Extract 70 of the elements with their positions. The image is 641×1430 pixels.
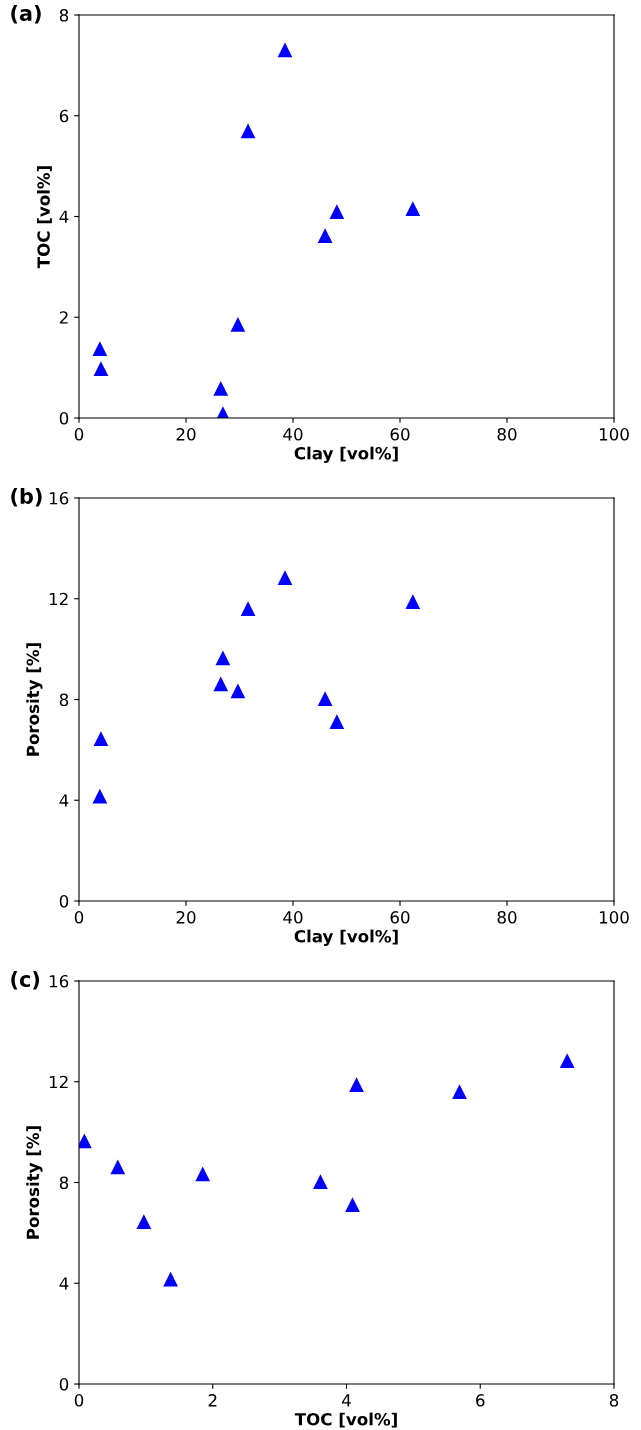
y-tick-label: 16 (49, 974, 69, 988)
point (92, 342, 107, 356)
y-axis-title: Porosity [%] (26, 643, 43, 756)
x-tick-label: 80 (497, 428, 517, 441)
point (405, 595, 420, 609)
y-tick-label: 0 (59, 411, 69, 425)
y-tick-label: 12 (49, 592, 68, 606)
point (213, 677, 228, 692)
x-tick-label: 60 (390, 428, 410, 441)
point (93, 362, 108, 377)
x-tick-label: 0 (74, 1394, 84, 1407)
point (278, 571, 292, 586)
x-tick-label: 40 (283, 428, 303, 441)
y-tick-label: 0 (59, 1377, 69, 1391)
x-tick-label: 6 (476, 1394, 485, 1407)
x-tick-label: 8 (609, 1394, 619, 1407)
point (329, 205, 344, 219)
x-tick-label: 100 (599, 911, 629, 924)
point (241, 124, 256, 139)
point (318, 692, 333, 706)
chart-title: (c) (11, 970, 40, 990)
point (278, 43, 292, 58)
point (329, 715, 344, 730)
point (93, 732, 108, 746)
y-tick-label: 12 (49, 1075, 68, 1089)
x-tick-label: 4 (342, 1394, 351, 1407)
x-tick-label: 20 (176, 911, 196, 924)
point (110, 1160, 125, 1175)
point (405, 201, 420, 216)
x-tick-label: 0 (74, 911, 84, 924)
y-tick-label: 16 (49, 491, 69, 505)
point (136, 1215, 151, 1229)
point (92, 789, 107, 804)
point (345, 1198, 360, 1213)
y-tick-label: 8 (59, 693, 69, 707)
point (163, 1272, 178, 1287)
point (560, 1054, 575, 1069)
x-axis-title: TOC [vol%] (294, 1412, 397, 1428)
y-tick-label: 0 (59, 894, 69, 908)
point (349, 1078, 364, 1092)
chart-title: (b) (11, 487, 42, 507)
x-axis-title: Clay [vol%] (294, 446, 398, 463)
point (230, 317, 245, 332)
point (452, 1085, 467, 1100)
y-tick-label: 4 (59, 794, 69, 807)
chart-title: (a) (11, 4, 41, 24)
point (241, 602, 256, 617)
point (195, 1167, 210, 1182)
point (213, 381, 228, 396)
y-tick-label: 8 (59, 8, 69, 22)
x-tick-label: 40 (283, 911, 303, 924)
point (215, 651, 230, 666)
y-tick-label: 4 (59, 210, 69, 223)
x-tick-label: 100 (599, 428, 629, 441)
x-tick-label: 2 (208, 1394, 217, 1407)
x-tick-label: 20 (176, 428, 196, 441)
y-tick-label: 8 (59, 1176, 69, 1190)
x-tick-label: 60 (390, 911, 410, 924)
point (79, 1134, 92, 1149)
x-tick-label: 80 (497, 911, 517, 924)
y-tick-label: 4 (59, 1277, 69, 1290)
y-tick-label: 6 (59, 109, 69, 123)
y-tick-label: 2 (59, 311, 68, 324)
y-axis-title: TOC [vol%] (36, 166, 52, 269)
point (313, 1175, 328, 1189)
y-axis-title: Porosity [%] (26, 1126, 43, 1239)
point (318, 229, 333, 244)
x-axis-title: Clay [vol%] (294, 929, 398, 946)
x-tick-label: 0 (74, 428, 84, 441)
point (230, 684, 245, 699)
